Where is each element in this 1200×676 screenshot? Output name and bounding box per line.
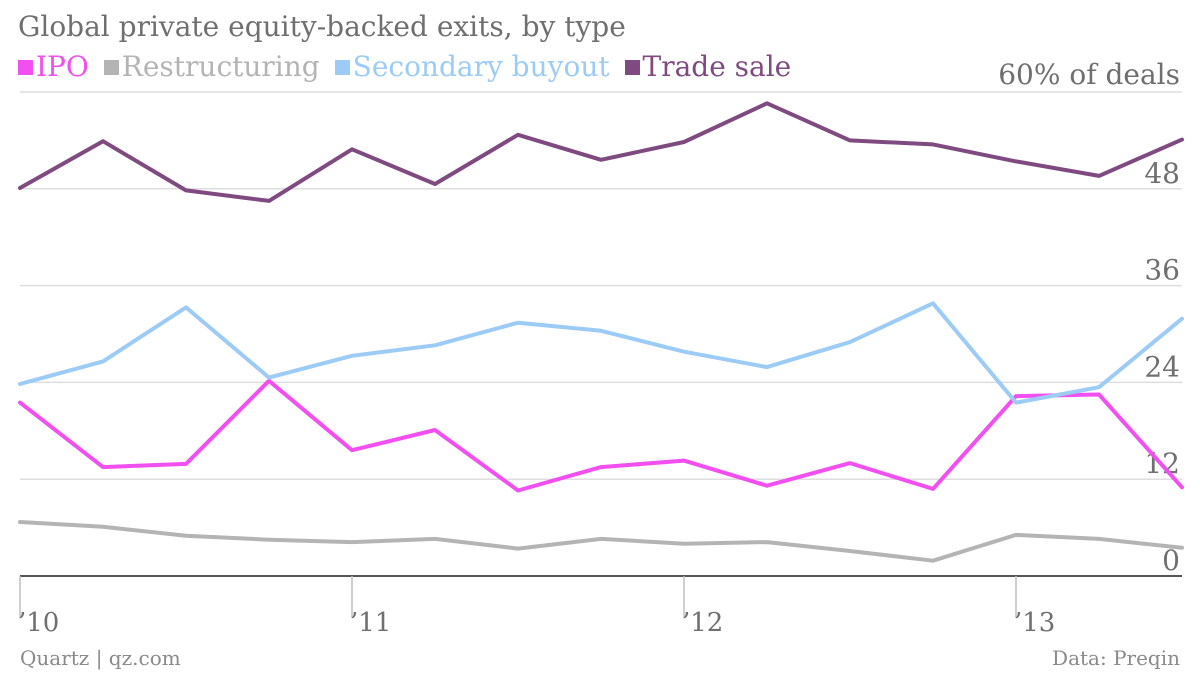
chart-title: Global private equity-backed exits, by t… bbox=[18, 10, 626, 43]
legend-label-ipo: IPO bbox=[36, 50, 89, 83]
legend-item-ipo: IPO bbox=[18, 50, 89, 83]
series-line-secondary-buyout bbox=[18, 301, 1184, 405]
legend: IPO Restructuring Secondary buyout Trade… bbox=[18, 50, 797, 83]
x-tick-label-2010-q1: ’10 bbox=[18, 608, 59, 638]
legend-swatch-restructuring bbox=[103, 60, 119, 75]
legend-item-trade-sale: Trade sale bbox=[624, 50, 792, 83]
x-tick-label-2011-q1: ’11 bbox=[350, 608, 391, 638]
series-line-ipo bbox=[18, 378, 1184, 493]
footer-source-credit: Quartz | qz.com bbox=[20, 646, 181, 670]
series-line-restructuring bbox=[18, 520, 1184, 563]
legend-swatch-trade-sale bbox=[624, 60, 640, 75]
y-axis-unit-label: 60% of deals bbox=[998, 58, 1180, 91]
legend-swatch-ipo bbox=[18, 60, 33, 75]
legend-item-secondary-buyout: Secondary buyout bbox=[334, 50, 610, 83]
x-tick-label-2012-q1: ’12 bbox=[682, 608, 723, 638]
footer-data-credit: Data: Preqin bbox=[1052, 646, 1180, 670]
series-lines bbox=[18, 101, 1184, 563]
gridlines bbox=[20, 91, 1182, 480]
y-tick-label-24: 24 bbox=[1144, 350, 1180, 383]
legend-swatch-secondary-buyout bbox=[334, 60, 350, 75]
legend-label-secondary-buyout: Secondary buyout bbox=[352, 50, 610, 83]
y-tick-label-0: 0 bbox=[1162, 544, 1180, 577]
legend-label-trade-sale: Trade sale bbox=[642, 50, 792, 83]
series-line-trade-sale bbox=[18, 101, 1184, 203]
legend-label-restructuring: Restructuring bbox=[121, 50, 320, 83]
x-axis: ’10 ’11 ’12 ’13 bbox=[18, 575, 1182, 638]
y-tick-label-48: 48 bbox=[1144, 157, 1180, 190]
y-tick-label-36: 36 bbox=[1144, 254, 1180, 287]
x-tick-label-2013-q1: ’13 bbox=[1014, 608, 1055, 638]
legend-item-restructuring: Restructuring bbox=[103, 50, 320, 83]
